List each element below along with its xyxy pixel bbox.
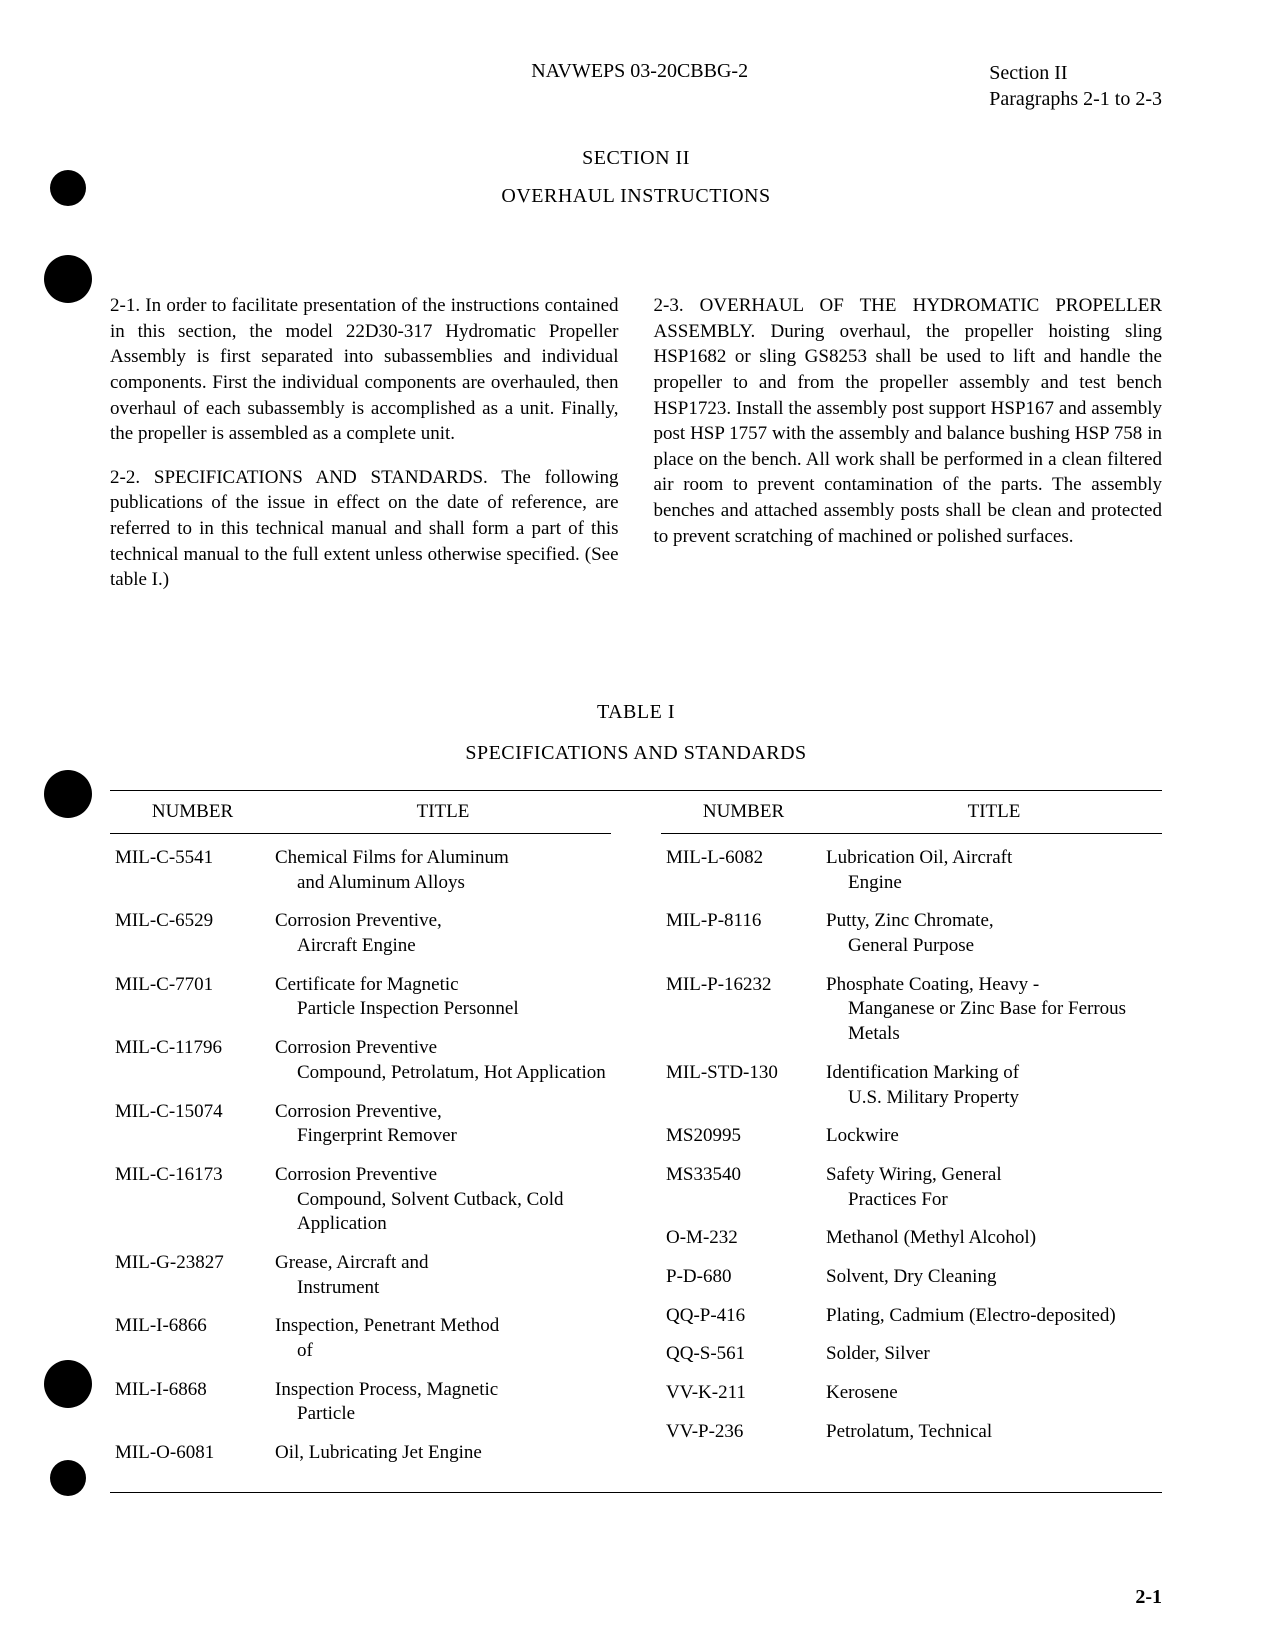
spec-row: MIL-C-16173Corrosion PreventiveCompound,…	[110, 1163, 611, 1237]
spec-title: Corrosion Preventive,Aircraft Engine	[275, 909, 611, 958]
spec-title: Petrolatum, Technical	[826, 1420, 1162, 1445]
spec-row: QQ-P-416Plating, Cadmium (Electro-deposi…	[661, 1304, 1162, 1329]
spec-header-left: NUMBER TITLE	[110, 791, 611, 834]
spec-number: MIL-P-8116	[661, 909, 826, 958]
spec-title: Lubrication Oil, AircraftEngine	[826, 846, 1162, 895]
spec-number: P-D-680	[661, 1265, 826, 1290]
section-label: Section II	[989, 60, 1162, 86]
spec-title: Chemical Films for Aluminumand Aluminum …	[275, 846, 611, 895]
spec-title: Inspection Process, MagneticParticle	[275, 1378, 611, 1427]
spec-number: MS20995	[661, 1124, 826, 1149]
spec-number: VV-P-236	[661, 1420, 826, 1445]
section-title: SECTION II	[110, 147, 1162, 170]
spec-header-number: NUMBER	[661, 801, 826, 823]
spec-title: Solder, Silver	[826, 1342, 1162, 1367]
spec-row: MIL-G-23827Grease, Aircraft andInstrumen…	[110, 1251, 611, 1300]
spec-header-title: TITLE	[826, 801, 1162, 823]
spec-title: Solvent, Dry Cleaning	[826, 1265, 1162, 1290]
spec-header-number: NUMBER	[110, 801, 275, 823]
spec-row: MS20995Lockwire	[661, 1124, 1162, 1149]
spec-number: MIL-G-23827	[110, 1251, 275, 1300]
header-right: Section II Paragraphs 2-1 to 2-3	[989, 60, 1162, 112]
spec-number: MIL-I-6866	[110, 1314, 275, 1363]
left-column: 2-1. In order to facilitate presentation…	[110, 293, 619, 611]
table-subtitle: SPECIFICATIONS AND STANDARDS	[110, 742, 1162, 765]
spec-title: Lockwire	[826, 1124, 1162, 1149]
spec-row: P-D-680Solvent, Dry Cleaning	[661, 1265, 1162, 1290]
paragraph-2-1: 2-1. In order to facilitate presentation…	[110, 293, 619, 447]
spec-table-left: NUMBER TITLE MIL-C-5541Chemical Films fo…	[110, 791, 611, 1492]
spec-row: O-M-232Methanol (Methyl Alcohol)	[661, 1226, 1162, 1251]
right-column: 2-3. OVERHAUL OF THE HYDROMATIC PROPELLE…	[654, 293, 1163, 611]
paragraph-range: Paragraphs 2-1 to 2-3	[989, 86, 1162, 112]
punch-hole	[50, 1460, 86, 1496]
spec-row: QQ-S-561Solder, Silver	[661, 1342, 1162, 1367]
spec-title: Methanol (Methyl Alcohol)	[826, 1226, 1162, 1251]
spec-row: MIL-C-15074Corrosion Preventive,Fingerpr…	[110, 1100, 611, 1149]
spec-header-title: TITLE	[275, 801, 611, 823]
spec-row: MIL-P-8116Putty, Zinc Chromate,General P…	[661, 909, 1162, 958]
spec-header-right: NUMBER TITLE	[661, 791, 1162, 834]
spec-body-right: MIL-L-6082Lubrication Oil, AircraftEngin…	[661, 834, 1162, 1470]
spec-row: MS33540Safety Wiring, GeneralPractices F…	[661, 1163, 1162, 1212]
spec-number: MIL-O-6081	[110, 1441, 275, 1466]
spec-row: MIL-O-6081Oil, Lubricating Jet Engine	[110, 1441, 611, 1466]
spec-number: MIL-C-7701	[110, 973, 275, 1022]
spec-number: MIL-STD-130	[661, 1061, 826, 1110]
spec-table: NUMBER TITLE MIL-C-5541Chemical Films fo…	[110, 790, 1162, 1493]
spec-row: MIL-C-5541Chemical Films for Aluminumand…	[110, 846, 611, 895]
spec-number: MIL-C-11796	[110, 1036, 275, 1085]
spec-table-right: NUMBER TITLE MIL-L-6082Lubrication Oil, …	[661, 791, 1162, 1492]
spec-number: MIL-C-5541	[110, 846, 275, 895]
spec-title: Certificate for MagneticParticle Inspect…	[275, 973, 611, 1022]
paragraph-2-3: 2-3. OVERHAUL OF THE HYDROMATIC PROPELLE…	[654, 293, 1163, 549]
spec-body-left: MIL-C-5541Chemical Films for Aluminumand…	[110, 834, 611, 1492]
punch-hole	[44, 255, 92, 303]
spec-row: MIL-C-6529Corrosion Preventive,Aircraft …	[110, 909, 611, 958]
spec-title: Identification Marking ofU.S. Military P…	[826, 1061, 1162, 1110]
doc-number: NAVWEPS 03-20CBBG-2	[110, 60, 989, 112]
spec-title: Corrosion PreventiveCompound, Petrolatum…	[275, 1036, 611, 1085]
spec-title: Corrosion Preventive,Fingerprint Remover	[275, 1100, 611, 1149]
paragraph-2-2: 2-2. SPECIFICATIONS AND STANDARDS. The f…	[110, 465, 619, 593]
spec-title: Grease, Aircraft andInstrument	[275, 1251, 611, 1300]
spec-row: MIL-I-6866Inspection, Penetrant Methodof	[110, 1314, 611, 1363]
punch-hole	[44, 1360, 92, 1408]
spec-row: MIL-C-11796Corrosion PreventiveCompound,…	[110, 1036, 611, 1085]
spec-row: MIL-STD-130Identification Marking ofU.S.…	[661, 1061, 1162, 1110]
spec-number: MS33540	[661, 1163, 826, 1212]
table-title: TABLE I	[110, 701, 1162, 724]
spec-title: Safety Wiring, GeneralPractices For	[826, 1163, 1162, 1212]
spec-number: MIL-C-15074	[110, 1100, 275, 1149]
punch-hole	[44, 770, 92, 818]
spec-title: Putty, Zinc Chromate,General Purpose	[826, 909, 1162, 958]
spec-row: VV-K-211Kerosene	[661, 1381, 1162, 1406]
spec-number: VV-K-211	[661, 1381, 826, 1406]
spec-number: MIL-C-6529	[110, 909, 275, 958]
spec-title: Oil, Lubricating Jet Engine	[275, 1441, 611, 1466]
spec-row: MIL-C-7701Certificate for MagneticPartic…	[110, 973, 611, 1022]
spec-row: VV-P-236Petrolatum, Technical	[661, 1420, 1162, 1445]
punch-hole	[50, 170, 86, 206]
spec-number: QQ-P-416	[661, 1304, 826, 1329]
page-header: NAVWEPS 03-20CBBG-2 Section II Paragraph…	[110, 60, 1162, 112]
spec-title: Corrosion PreventiveCompound, Solvent Cu…	[275, 1163, 611, 1237]
spec-title: Phosphate Coating, Heavy -Manganese or Z…	[826, 973, 1162, 1047]
spec-number: MIL-L-6082	[661, 846, 826, 895]
spec-number: MIL-C-16173	[110, 1163, 275, 1237]
spec-number: O-M-232	[661, 1226, 826, 1251]
spec-row: MIL-I-6868Inspection Process, MagneticPa…	[110, 1378, 611, 1427]
spec-number: MIL-I-6868	[110, 1378, 275, 1427]
spec-title: Kerosene	[826, 1381, 1162, 1406]
page-number: 2-1	[1135, 1586, 1162, 1609]
spec-row: MIL-P-16232Phosphate Coating, Heavy -Man…	[661, 973, 1162, 1047]
section-subtitle: OVERHAUL INSTRUCTIONS	[110, 185, 1162, 208]
spec-title: Plating, Cadmium (Electro-deposited)	[826, 1304, 1162, 1329]
spec-number: QQ-S-561	[661, 1342, 826, 1367]
spec-title: Inspection, Penetrant Methodof	[275, 1314, 611, 1363]
text-columns: 2-1. In order to facilitate presentation…	[110, 293, 1162, 611]
spec-row: MIL-L-6082Lubrication Oil, AircraftEngin…	[661, 846, 1162, 895]
spec-number: MIL-P-16232	[661, 973, 826, 1047]
